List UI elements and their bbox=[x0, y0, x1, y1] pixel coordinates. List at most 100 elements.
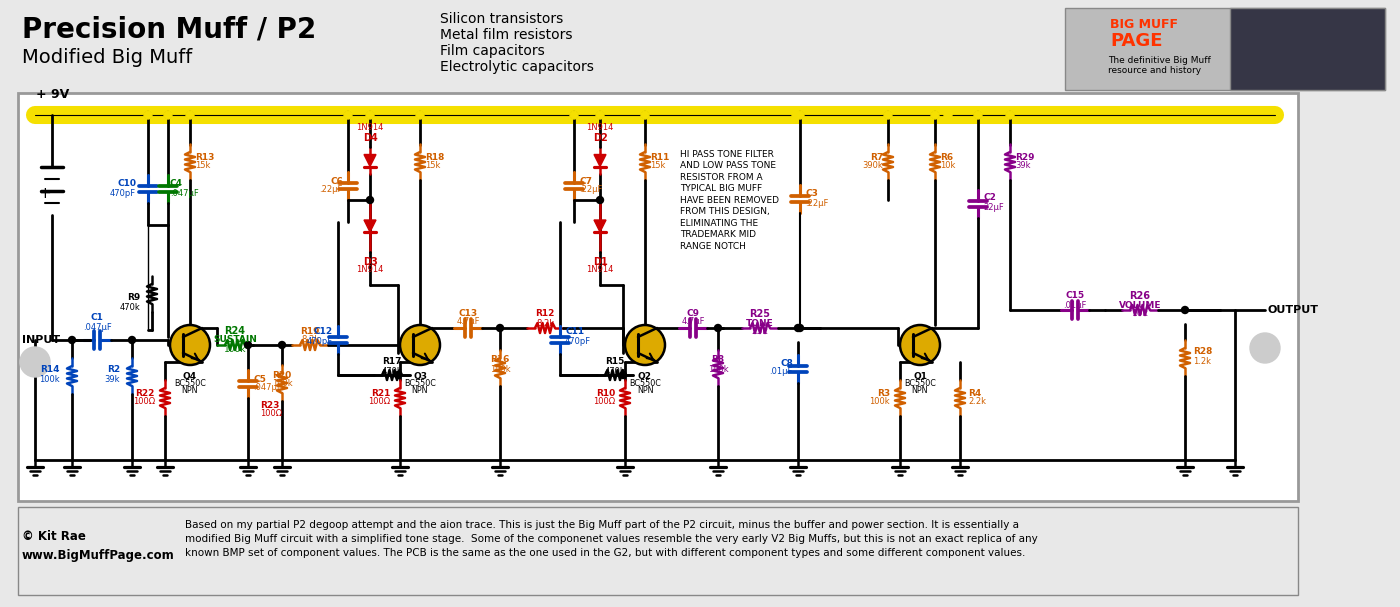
FancyBboxPatch shape bbox=[1065, 8, 1385, 90]
Text: R15: R15 bbox=[605, 358, 624, 367]
Circle shape bbox=[144, 112, 151, 118]
Text: 1N914: 1N914 bbox=[587, 265, 613, 274]
Circle shape bbox=[245, 342, 252, 348]
Text: 25k: 25k bbox=[752, 327, 769, 336]
Text: R26: R26 bbox=[1130, 291, 1151, 301]
Text: R10: R10 bbox=[596, 388, 615, 398]
Circle shape bbox=[165, 112, 171, 118]
Text: BC550C: BC550C bbox=[405, 379, 435, 388]
Text: 100k: 100k bbox=[707, 364, 728, 373]
Circle shape bbox=[931, 112, 938, 118]
Text: 1N914: 1N914 bbox=[357, 265, 384, 274]
Text: 470pF: 470pF bbox=[109, 189, 136, 197]
Circle shape bbox=[129, 336, 136, 344]
Text: C13: C13 bbox=[458, 308, 477, 317]
Text: Q1: Q1 bbox=[913, 372, 927, 381]
Circle shape bbox=[792, 111, 799, 119]
Text: 2.2k: 2.2k bbox=[967, 398, 986, 407]
Text: 15k: 15k bbox=[426, 161, 441, 171]
Text: .047μF: .047μF bbox=[169, 189, 199, 197]
Text: Modified Big Muff: Modified Big Muff bbox=[22, 48, 192, 67]
Text: R4: R4 bbox=[967, 388, 981, 398]
Text: R20: R20 bbox=[273, 370, 291, 379]
Circle shape bbox=[885, 112, 892, 118]
Text: SUSTAIN: SUSTAIN bbox=[213, 336, 258, 345]
Text: NPN: NPN bbox=[911, 386, 928, 395]
Text: R2: R2 bbox=[106, 365, 120, 375]
FancyBboxPatch shape bbox=[18, 507, 1298, 595]
Circle shape bbox=[417, 112, 423, 118]
Text: .047μF: .047μF bbox=[83, 322, 112, 331]
Circle shape bbox=[797, 112, 804, 118]
Text: BC550C: BC550C bbox=[629, 379, 661, 388]
Circle shape bbox=[641, 111, 650, 119]
Circle shape bbox=[1007, 111, 1014, 119]
Text: 470k: 470k bbox=[382, 367, 402, 376]
Text: 390k: 390k bbox=[862, 161, 883, 171]
Text: D1: D1 bbox=[592, 257, 608, 267]
Text: HI PASS TONE FILTER
AND LOW PASS TONE
RESISTOR FROM A
TYPICAL BIG MUFF
HAVE BEEN: HI PASS TONE FILTER AND LOW PASS TONE RE… bbox=[680, 150, 778, 251]
Text: 100k: 100k bbox=[869, 398, 890, 407]
Text: 1N914: 1N914 bbox=[357, 123, 384, 132]
Text: C3: C3 bbox=[805, 189, 818, 198]
Circle shape bbox=[797, 325, 804, 331]
Circle shape bbox=[641, 112, 648, 118]
Text: 100Ω: 100Ω bbox=[133, 398, 155, 407]
Text: C1: C1 bbox=[91, 313, 104, 322]
Circle shape bbox=[367, 112, 374, 118]
Text: 100Ω: 100Ω bbox=[260, 410, 283, 418]
Text: R14: R14 bbox=[41, 365, 60, 375]
Text: 470pF: 470pF bbox=[307, 336, 333, 345]
Text: 39k: 39k bbox=[1015, 161, 1030, 171]
Text: 100k: 100k bbox=[224, 345, 246, 354]
Text: .22μF: .22μF bbox=[319, 186, 343, 194]
Circle shape bbox=[570, 111, 578, 119]
Circle shape bbox=[344, 111, 351, 119]
Text: R3: R3 bbox=[876, 388, 890, 398]
Text: Q2: Q2 bbox=[638, 372, 652, 381]
Circle shape bbox=[624, 325, 665, 365]
Text: 4.7μF: 4.7μF bbox=[456, 317, 480, 327]
Text: NPN: NPN bbox=[412, 386, 428, 395]
Text: 15k: 15k bbox=[650, 161, 665, 171]
Text: Q4: Q4 bbox=[183, 372, 197, 381]
Circle shape bbox=[795, 325, 801, 331]
Circle shape bbox=[20, 347, 50, 377]
Circle shape bbox=[974, 112, 981, 118]
Text: C10: C10 bbox=[118, 180, 136, 189]
Circle shape bbox=[931, 111, 939, 119]
Text: 100k: 100k bbox=[272, 379, 293, 388]
Text: D4: D4 bbox=[363, 133, 378, 143]
Text: 10k: 10k bbox=[1131, 310, 1148, 319]
Text: C5: C5 bbox=[253, 375, 266, 384]
Polygon shape bbox=[594, 220, 606, 232]
Text: D3: D3 bbox=[363, 257, 378, 267]
Circle shape bbox=[186, 112, 193, 118]
Text: R24: R24 bbox=[224, 326, 245, 336]
Text: R17: R17 bbox=[382, 358, 402, 367]
Text: Q3: Q3 bbox=[413, 372, 427, 381]
Text: .047μF: .047μF bbox=[253, 384, 281, 393]
Circle shape bbox=[944, 111, 952, 119]
Circle shape bbox=[164, 111, 172, 119]
Text: R21: R21 bbox=[371, 388, 391, 398]
Text: +: + bbox=[38, 186, 50, 200]
Text: R7: R7 bbox=[869, 152, 883, 161]
Circle shape bbox=[900, 325, 939, 365]
Text: 100k: 100k bbox=[39, 375, 60, 384]
Circle shape bbox=[416, 111, 424, 119]
Circle shape bbox=[395, 371, 402, 379]
Text: R13: R13 bbox=[195, 152, 214, 161]
Text: D2: D2 bbox=[592, 133, 608, 143]
Circle shape bbox=[1250, 333, 1280, 363]
Circle shape bbox=[714, 325, 721, 331]
Polygon shape bbox=[364, 155, 377, 166]
Polygon shape bbox=[364, 220, 377, 232]
Circle shape bbox=[596, 112, 603, 118]
Text: 10k: 10k bbox=[939, 161, 955, 171]
Circle shape bbox=[144, 111, 153, 119]
Text: OUTPUT: OUTPUT bbox=[1268, 305, 1319, 315]
Circle shape bbox=[279, 342, 286, 348]
Text: 470k: 470k bbox=[605, 367, 626, 376]
Circle shape bbox=[974, 111, 981, 119]
